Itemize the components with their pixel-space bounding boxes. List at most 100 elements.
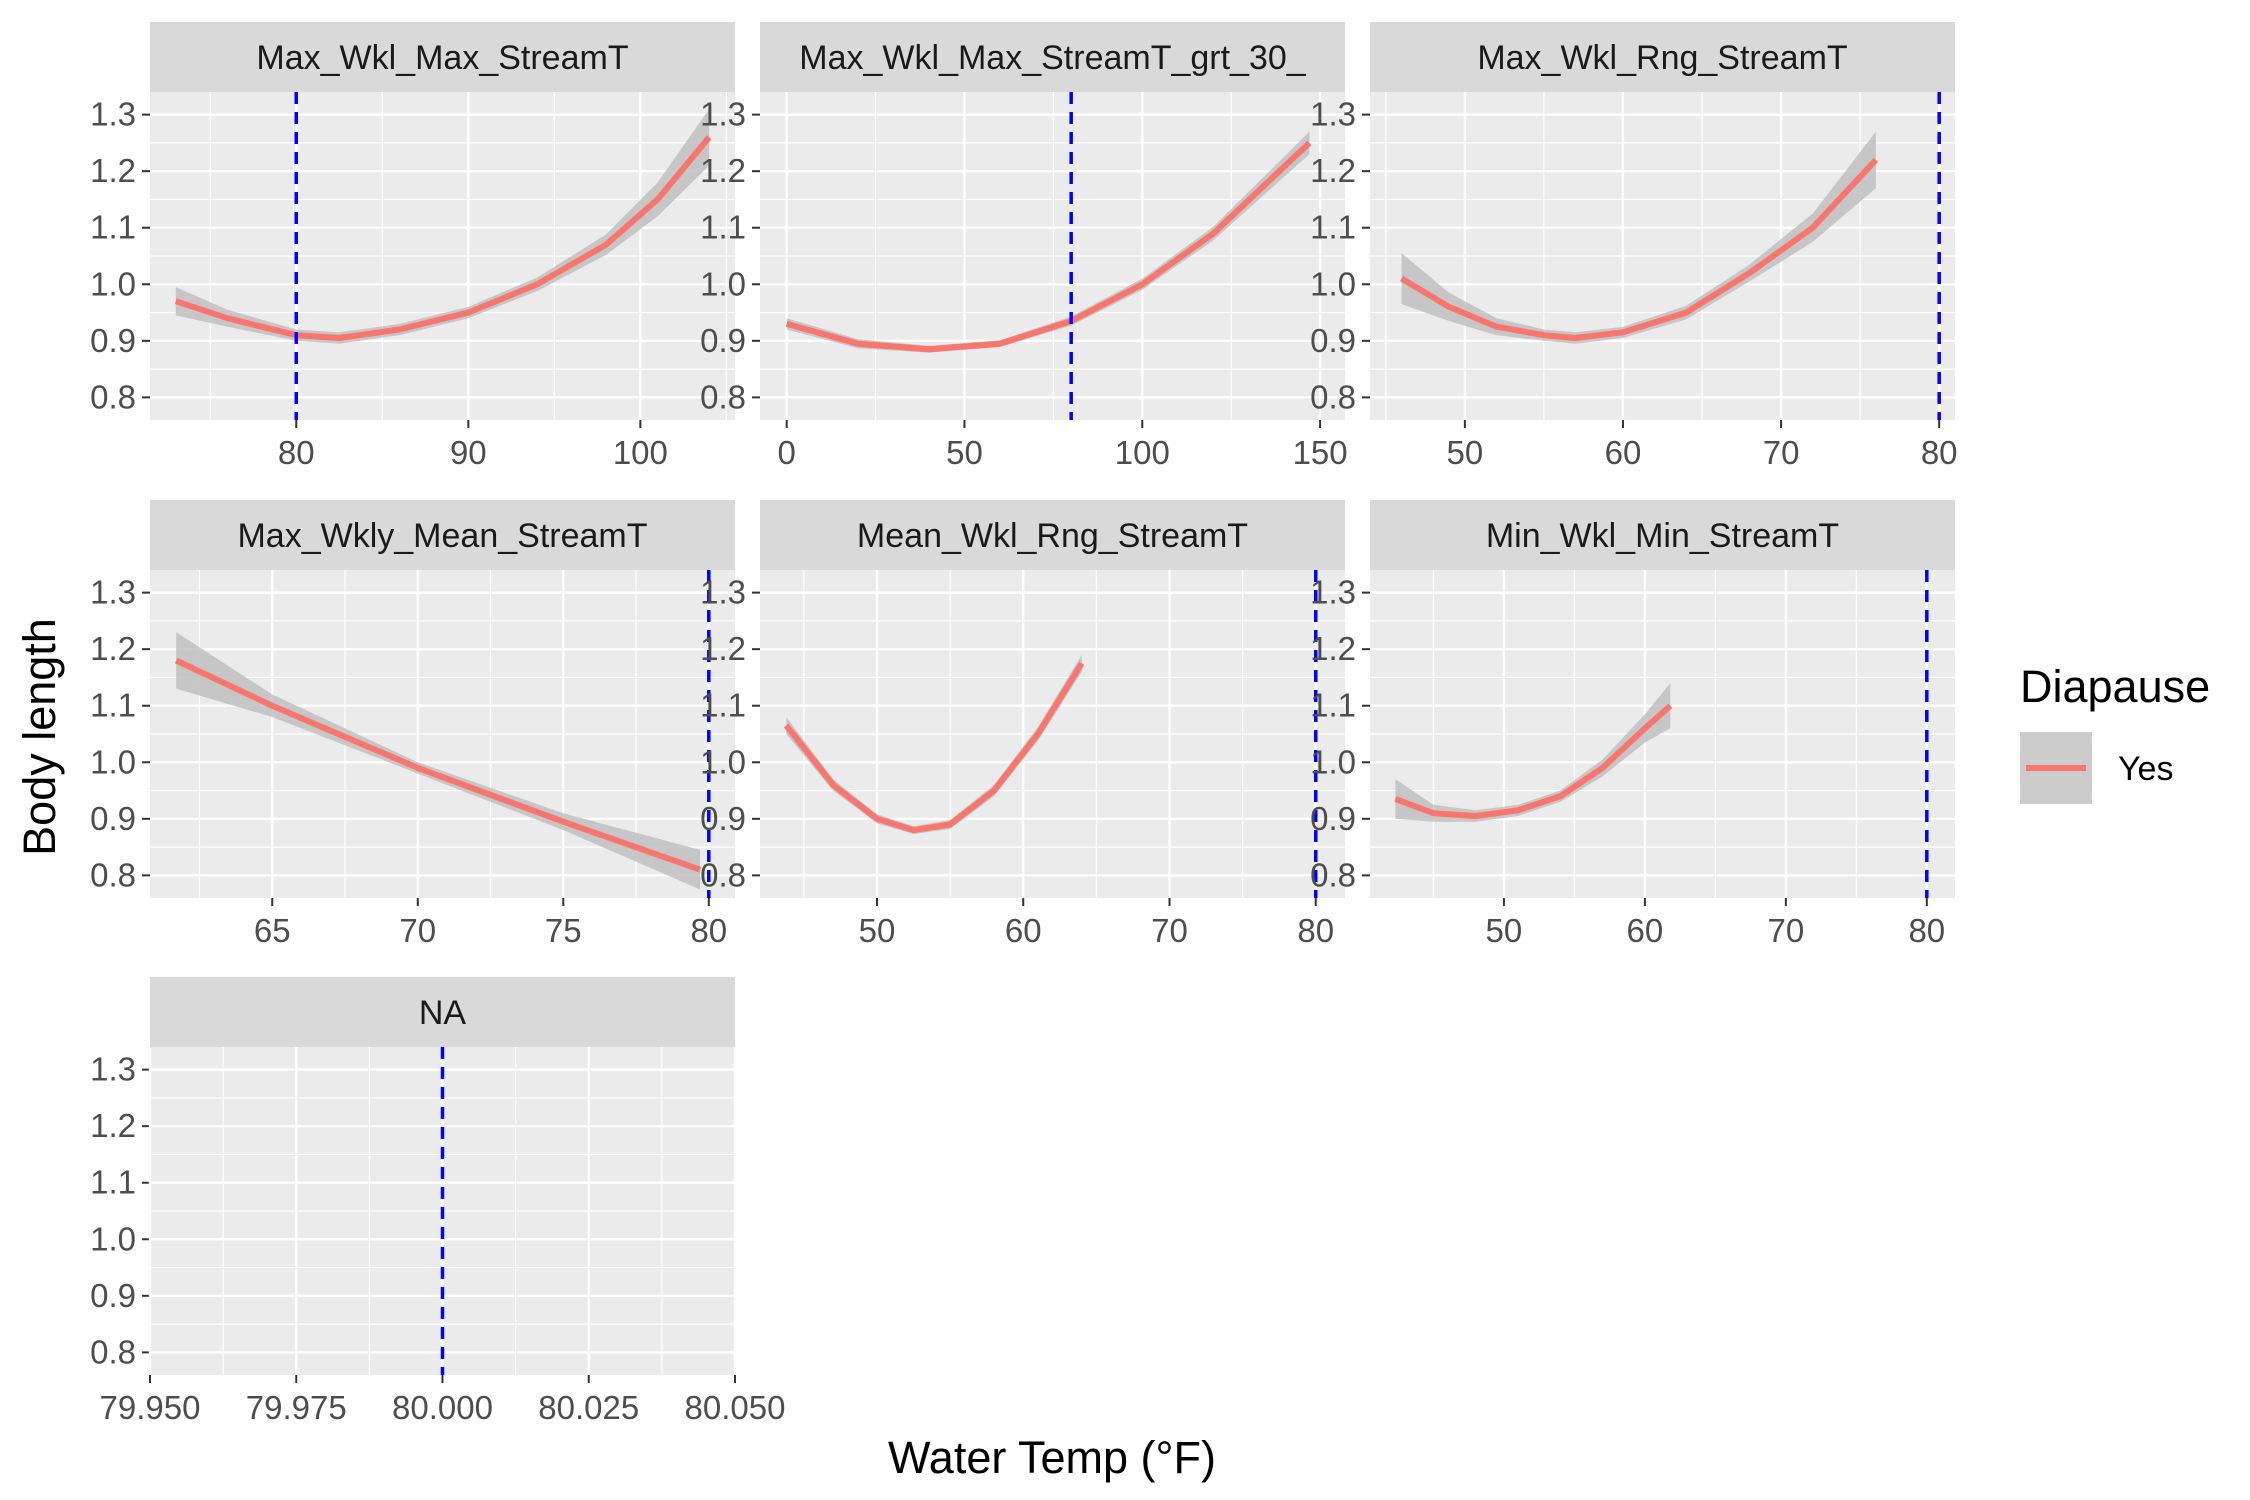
strip bbox=[1370, 22, 1955, 92]
y-tick-label: 1.3 bbox=[90, 96, 136, 133]
x-tick-label: 79.975 bbox=[246, 1389, 347, 1426]
y-tick-label: 1.3 bbox=[1310, 574, 1356, 611]
y-tick-label: 1.2 bbox=[90, 152, 136, 189]
y-tick-label: 0.8 bbox=[1310, 378, 1356, 415]
x-tick-label: 80 bbox=[278, 434, 315, 471]
x-tick-label: 100 bbox=[613, 434, 668, 471]
y-tick-label: 1.3 bbox=[90, 574, 136, 611]
y-tick-label: 1.2 bbox=[90, 630, 136, 667]
x-tick-label: 75 bbox=[545, 912, 582, 949]
x-tick-label: 80 bbox=[1908, 912, 1945, 949]
y-tick-label: 1.2 bbox=[90, 1107, 136, 1144]
y-tick-label: 1.0 bbox=[1310, 743, 1356, 780]
x-tick-label: 50 bbox=[1486, 912, 1523, 949]
y-tick-label: 1.1 bbox=[1310, 209, 1356, 246]
y-tick-label: 1.2 bbox=[1310, 630, 1356, 667]
x-tick-label: 65 bbox=[254, 912, 291, 949]
fit-line-yes bbox=[1394, 703, 1673, 819]
y-tick-label: 0.8 bbox=[700, 856, 746, 893]
fit-line-yes bbox=[783, 661, 1085, 834]
y-tick-label: 1.2 bbox=[1310, 152, 1356, 189]
x-tick-label: 79.950 bbox=[100, 1389, 201, 1426]
fit-line-yes bbox=[785, 140, 1312, 353]
panel-7: NA 0.8 0.9 1.0 1.1 1.2 1.3 79.950 79.975 80.000 80… bbox=[90, 977, 785, 1426]
x-tick-label: 80.050 bbox=[685, 1389, 786, 1426]
x-tick-label: 70 bbox=[1763, 434, 1800, 471]
x-tick-label: 70 bbox=[1767, 912, 1804, 949]
y-tick-label: 0.9 bbox=[700, 800, 746, 837]
y-tick-label: 1.1 bbox=[90, 1164, 136, 1201]
panel-3: Max_Wkl_Rng_StreamT 0.8 0.9 1.0 1.1 1.2 1.3 50 6… bbox=[1310, 22, 1958, 471]
strip-title: Max_Wkl_Max_StreamT bbox=[256, 39, 628, 77]
x-tick-label: 80 bbox=[1921, 434, 1958, 471]
x-tick-label: 60 bbox=[1005, 912, 1042, 949]
panel-1: Max_Wkl_Max_StreamT 0.8 0.9 1.0 1.1 1.2 1.3 80 9… bbox=[90, 22, 735, 471]
x-tick-label: 80.025 bbox=[538, 1389, 639, 1426]
y-tick-label: 1.1 bbox=[90, 687, 136, 724]
y-tick-label: 1.3 bbox=[700, 574, 746, 611]
y-tick-label: 0.8 bbox=[1310, 856, 1356, 893]
y-tick-label: 1.3 bbox=[90, 1051, 136, 1088]
strip-title: Mean_Wkl_Rng_StreamT bbox=[857, 517, 1248, 555]
legend: Diapause Yes bbox=[2020, 661, 2210, 804]
fit-line-yes bbox=[174, 135, 712, 341]
x-tick-label: 80 bbox=[1297, 912, 1334, 949]
strip-title: NA bbox=[419, 994, 467, 1032]
y-tick-label: 1.2 bbox=[700, 630, 746, 667]
strip bbox=[760, 22, 1345, 92]
y-tick-label: 0.9 bbox=[1310, 322, 1356, 359]
strip-title: Max_Wkl_Rng_StreamT bbox=[1477, 39, 1847, 77]
strip bbox=[760, 500, 1345, 570]
y-tick-label: 0.8 bbox=[90, 1333, 136, 1370]
panel-6: Min_Wkl_Min_StreamT 0.8 0.9 1.0 1.1 1.2 1.3 50 6… bbox=[1310, 500, 1955, 949]
y-tick-label: 1.1 bbox=[1310, 687, 1356, 724]
y-tick-label: 1.0 bbox=[90, 1220, 136, 1257]
strip-title: Max_Wkly_Mean_StreamT bbox=[237, 517, 647, 555]
legend-title: Diapause bbox=[2020, 661, 2210, 712]
x-tick-label: 70 bbox=[1151, 912, 1188, 949]
x-tick-label: 70 bbox=[399, 912, 436, 949]
strip-title: Max_Wkl_Max_StreamT_grt_30_ bbox=[799, 39, 1307, 77]
y-tick-label: 1.0 bbox=[90, 265, 136, 302]
x-tick-label: 0 bbox=[777, 434, 795, 471]
x-tick-label: 50 bbox=[859, 912, 896, 949]
y-tick-label: 1.1 bbox=[700, 687, 746, 724]
y-tick-label: 0.9 bbox=[90, 1277, 136, 1314]
strip bbox=[150, 500, 735, 570]
y-tick-label: 1.3 bbox=[700, 96, 746, 133]
strip-title: Min_Wkl_Min_StreamT bbox=[1486, 517, 1839, 555]
x-axis-title: Water Temp (°F) bbox=[888, 1432, 1216, 1483]
fit-line-yes bbox=[174, 657, 702, 873]
x-tick-label: 90 bbox=[450, 434, 487, 471]
y-tick-label: 0.9 bbox=[700, 322, 746, 359]
fit-line-yes bbox=[1400, 157, 1879, 341]
panel-5: Mean_Wkl_Rng_StreamT 0.8 0.9 1.0 1.1 1.2 1.3 50… bbox=[700, 500, 1345, 949]
x-tick-label: 150 bbox=[1293, 434, 1348, 471]
x-tick-label: 50 bbox=[946, 434, 983, 471]
strip bbox=[150, 22, 735, 92]
panel-4: Max_Wkly_Mean_StreamT 0.8 0.9 1.0 1.1 1.2 1.3 6… bbox=[90, 500, 735, 949]
y-tick-label: 0.8 bbox=[90, 378, 136, 415]
y-tick-label: 0.9 bbox=[90, 800, 136, 837]
x-tick-label: 60 bbox=[1627, 912, 1664, 949]
y-tick-label: 1.2 bbox=[700, 152, 746, 189]
y-tick-label: 1.0 bbox=[700, 743, 746, 780]
y-tick-label: 1.3 bbox=[1310, 96, 1356, 133]
y-tick-label: 0.9 bbox=[1310, 800, 1356, 837]
y-axis-title: Body length bbox=[14, 618, 65, 856]
x-tick-label: 60 bbox=[1605, 434, 1642, 471]
strip bbox=[150, 977, 735, 1047]
panel-2: Max_Wkl_Max_StreamT_grt_30_ 0.8 0.9 1.0 1.1 1… bbox=[700, 22, 1348, 471]
y-tick-label: 1.0 bbox=[700, 265, 746, 302]
y-tick-label: 1.1 bbox=[700, 209, 746, 246]
legend-label-yes: Yes bbox=[2118, 750, 2173, 788]
x-tick-label: 80 bbox=[690, 912, 727, 949]
strip bbox=[1370, 500, 1955, 570]
y-tick-label: 0.9 bbox=[90, 322, 136, 359]
y-tick-label: 0.8 bbox=[700, 378, 746, 415]
y-tick-label: 1.0 bbox=[1310, 265, 1356, 302]
x-tick-label: 50 bbox=[1447, 434, 1484, 471]
y-tick-label: 0.8 bbox=[90, 856, 136, 893]
x-tick-label: 100 bbox=[1115, 434, 1170, 471]
